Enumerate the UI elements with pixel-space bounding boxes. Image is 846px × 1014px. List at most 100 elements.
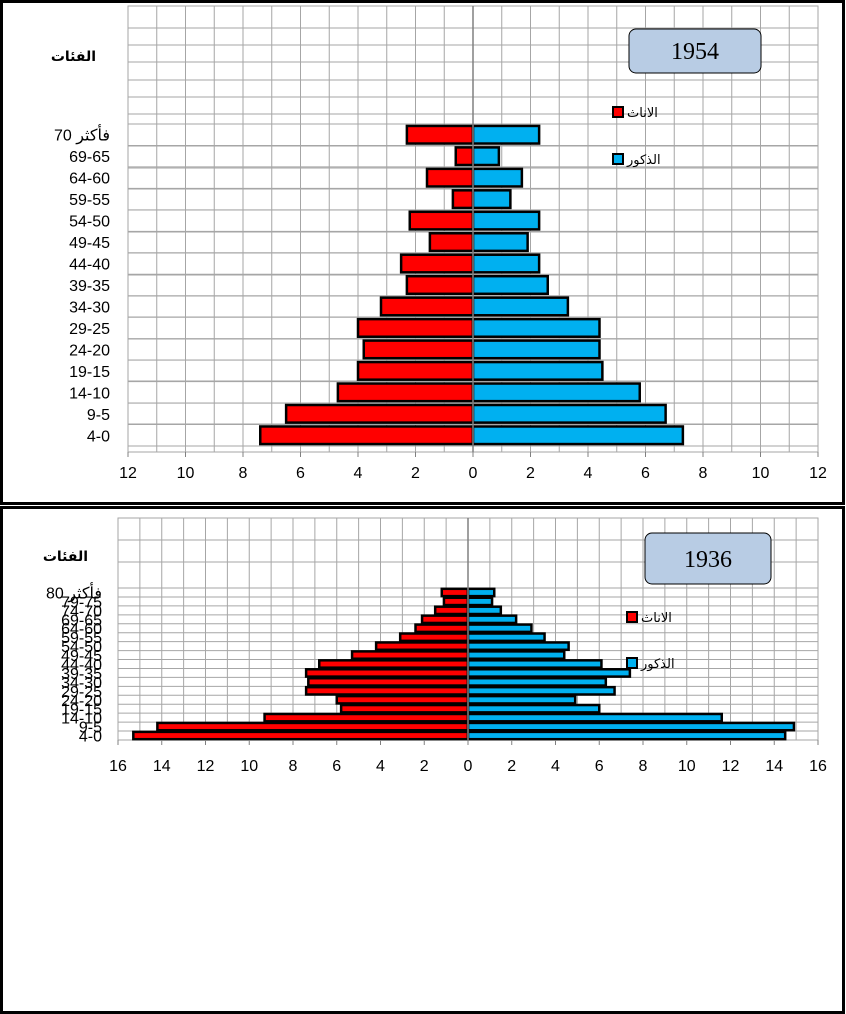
x-tick-label: 2 xyxy=(420,758,429,775)
bar-female-44-40 xyxy=(399,253,475,274)
x-tick-label: 8 xyxy=(289,758,298,775)
legend-male-label: الذكور xyxy=(640,657,675,672)
bar-male-39-35 xyxy=(466,668,632,678)
category-label: 4-0 xyxy=(87,428,110,445)
bar-female-44-40 xyxy=(318,659,470,669)
bar-female-4-0 xyxy=(132,730,470,741)
bar-female-39-35 xyxy=(405,274,475,296)
y-axis-categories: 4-09-514-1019-1524-2029-2534-3039-3544-4… xyxy=(54,124,110,446)
bar-male-4-0 xyxy=(471,425,685,446)
bar-male-14-10 xyxy=(471,382,641,403)
category-label: 29-25 xyxy=(69,321,110,338)
category-label: 49-45 xyxy=(69,235,110,252)
bar-female-9-5 xyxy=(156,721,470,732)
categories-title: الفئات xyxy=(43,549,88,565)
bar-female-70 فأكثر xyxy=(405,124,475,145)
x-tick-label: 8 xyxy=(699,465,708,482)
legend-female-label: الاناث xyxy=(627,106,658,121)
bar-female-79-75 xyxy=(442,596,470,607)
x-tick-label: 8 xyxy=(239,465,248,482)
category-label: 54-50 xyxy=(61,639,102,656)
category-label: 19-15 xyxy=(69,364,110,381)
x-tick-label: 10 xyxy=(240,758,258,775)
bar-female-14-10 xyxy=(336,382,475,403)
panel-frame xyxy=(0,506,845,1014)
bar-female-54-50 xyxy=(408,210,475,231)
x-tick-label: 0 xyxy=(464,758,473,775)
pyramid-panel-1936: 16 14 12 10 8 6 4 2 0 2 4 6 8 10 12 14 16 4-09-514-1019-… xyxy=(0,506,845,1014)
x-tick-label: 14 xyxy=(153,758,171,775)
category-label: 14-10 xyxy=(61,711,102,728)
bar-male-24-20 xyxy=(466,694,577,705)
pyramid-panel-1954: 12 10 8 6 4 2 0 2 4 6 8 10 12 4-0 9-5 14-10 19-15 24-20 2… xyxy=(0,0,845,505)
bar-female-64-60 xyxy=(425,167,475,188)
bar-female-19-15 xyxy=(356,360,475,381)
bar-female-54-50 xyxy=(374,641,470,652)
bar-male-34-30 xyxy=(466,676,608,687)
bar-male-14-10 xyxy=(466,712,723,723)
bar-female-29-25 xyxy=(304,685,470,696)
x-tick-label: 2 xyxy=(411,465,420,482)
category-label: 74-70 xyxy=(61,603,102,620)
category-label: 70 فأكثر xyxy=(54,124,110,145)
bar-female-4-0 xyxy=(259,425,475,446)
bar-male-49-45 xyxy=(471,232,529,253)
category-label: 19-15 xyxy=(61,702,102,719)
bar-male-19-15 xyxy=(466,703,601,714)
bar-male-64-60 xyxy=(466,623,533,634)
bar-female-34-30 xyxy=(379,296,475,317)
category-label: 54-50 xyxy=(69,214,110,231)
bar-male-49-45 xyxy=(466,650,566,660)
category-label: 24-20 xyxy=(69,342,110,359)
bar-male-69-65 xyxy=(471,146,501,167)
bar-male-9-5 xyxy=(466,721,796,732)
x-tick-label: 12 xyxy=(197,758,215,775)
category-label: 49-45 xyxy=(61,648,102,665)
x-tick-label: 12 xyxy=(809,465,827,482)
bar-male-44-40 xyxy=(466,659,603,669)
bar-male-19-15 xyxy=(471,360,604,381)
bar-female-9-5 xyxy=(284,403,475,424)
bar-male-34-30 xyxy=(471,296,570,317)
bar-male-54-50 xyxy=(471,210,541,231)
y-axis-categories: 4-09-514-1019-1524-2029-2534-3039-3544-4… xyxy=(46,581,102,745)
legend-male-swatch xyxy=(612,153,624,165)
bar-female-69-65 xyxy=(454,146,475,167)
bar-female-49-45 xyxy=(428,232,475,253)
legend-male-swatch xyxy=(626,657,638,669)
bar-female-74-70 xyxy=(433,605,470,616)
bar-male-29-25 xyxy=(466,685,616,696)
legend: الاناث الذكور xyxy=(612,106,661,168)
bar-female-80 فأكثر xyxy=(440,587,470,598)
panel-frame xyxy=(0,0,845,505)
category-label: 9-5 xyxy=(79,720,102,737)
x-tick-label: 16 xyxy=(809,758,827,775)
x-tick-label: 4 xyxy=(584,465,593,482)
category-label: 69-65 xyxy=(61,612,102,629)
bar-male-9-5 xyxy=(471,403,667,424)
legend: الاناث الذكور xyxy=(626,611,675,672)
bar-female-39-35 xyxy=(304,668,470,678)
category-label: 24-20 xyxy=(61,693,102,710)
legend-male-label: الذكور xyxy=(626,153,661,168)
legend-female-label: الاناث xyxy=(641,611,672,626)
category-label: 69-65 xyxy=(69,149,110,166)
x-axis: 12 10 8 6 4 2 0 2 4 6 8 10 12 xyxy=(119,6,827,482)
x-tick-label: 4 xyxy=(551,758,560,775)
x-axis: 16 14 12 10 8 6 4 2 0 2 4 6 8 10 12 14 16 xyxy=(109,518,827,775)
category-label: 59-55 xyxy=(69,192,110,209)
bar-female-19-15 xyxy=(339,703,470,714)
x-tick-label: 4 xyxy=(376,758,385,775)
category-label: 39-35 xyxy=(61,666,102,683)
bar-male-80 فأكثر xyxy=(466,587,496,598)
year-box: 1936 xyxy=(644,532,772,585)
category-label: 59-55 xyxy=(61,630,102,647)
bars-group xyxy=(259,124,685,446)
x-tick-label: 0 xyxy=(469,465,478,482)
bar-female-29-25 xyxy=(356,317,475,338)
category-label: 29-25 xyxy=(61,684,102,701)
category-label: 4-0 xyxy=(79,729,102,746)
x-tick-label: 10 xyxy=(752,465,770,482)
category-label: 79-75 xyxy=(61,594,102,611)
